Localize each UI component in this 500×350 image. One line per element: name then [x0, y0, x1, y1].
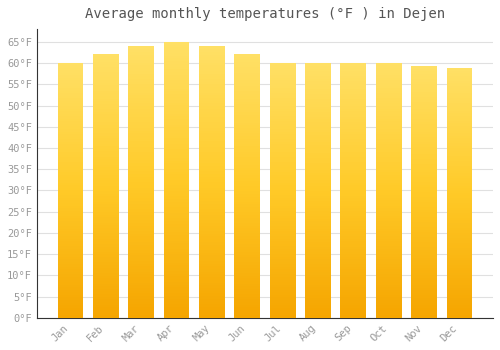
Title: Average monthly temperatures (°F ) in Dejen: Average monthly temperatures (°F ) in De…: [85, 7, 445, 21]
